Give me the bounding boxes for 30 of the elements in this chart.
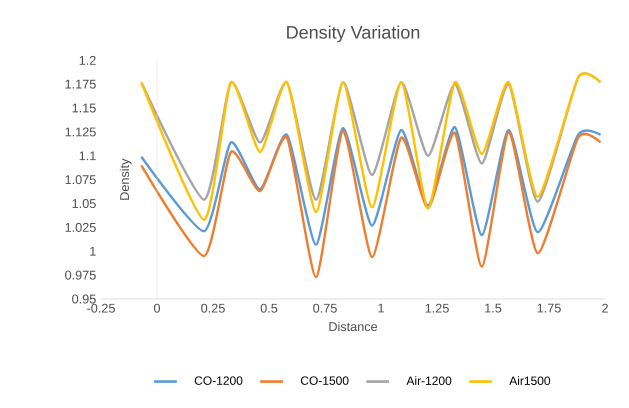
legend-label: CO-1200 bbox=[194, 376, 242, 385]
x-tick-label: 1.25 bbox=[426, 304, 449, 313]
x-tick-label: 0.75 bbox=[313, 304, 337, 313]
x-tick-label: 1.75 bbox=[538, 304, 561, 313]
x-tick-label: -0.25 bbox=[87, 304, 115, 313]
y-tick-label: 0.975 bbox=[65, 270, 96, 280]
y-tick-label: 1.025 bbox=[66, 222, 96, 232]
x-tick-label: 1 bbox=[378, 304, 384, 312]
x-axis-title: Distance bbox=[329, 322, 378, 332]
y-tick-label: 1.2 bbox=[80, 56, 96, 65]
x-tick-label: 0.25 bbox=[201, 304, 225, 313]
y-tick-label: 1.175 bbox=[66, 80, 96, 89]
y-tick-label: 1.075 bbox=[66, 175, 96, 184]
line-series bbox=[140, 126, 602, 246]
y-tick-label: 1.1 bbox=[80, 151, 96, 160]
y-tick-label: 1.125 bbox=[66, 127, 96, 136]
y-axis-title: Density bbox=[120, 158, 132, 200]
legend-label: Air1500 bbox=[509, 376, 550, 386]
legend-label: CO-1500 bbox=[300, 376, 349, 385]
x-tick-label: 1.5 bbox=[485, 304, 502, 313]
legend-label: Air-1200 bbox=[406, 376, 452, 386]
y-tick-label: 1 bbox=[90, 246, 96, 256]
x-tick-label: 2 bbox=[602, 304, 608, 313]
y-tick-label: 1.05 bbox=[72, 199, 96, 208]
y-tick-label: 0.95 bbox=[72, 294, 96, 304]
y-tick-label: 1.15 bbox=[72, 104, 96, 112]
x-tick-label: 0.5 bbox=[260, 304, 278, 313]
line-series bbox=[140, 130, 602, 278]
chart-title: Density Variation bbox=[287, 26, 420, 42]
x-tick-label: 0 bbox=[154, 304, 160, 313]
